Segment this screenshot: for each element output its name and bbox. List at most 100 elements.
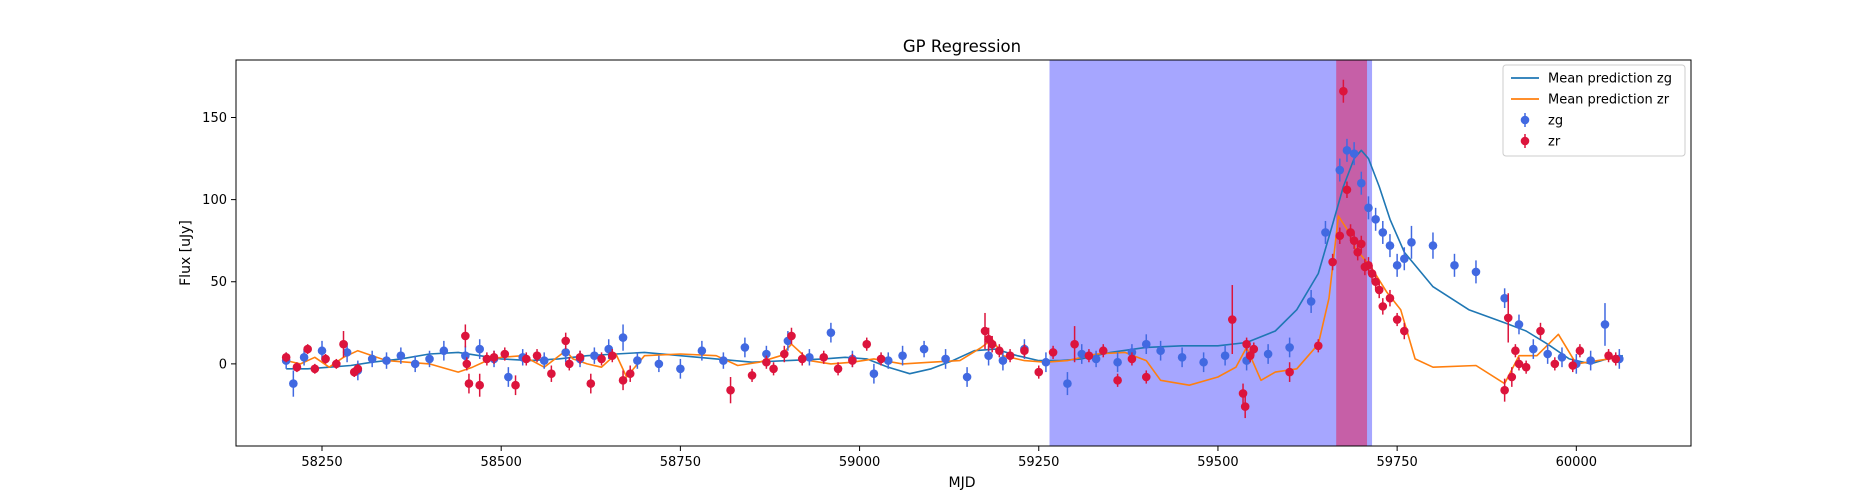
data-point xyxy=(281,353,291,362)
data-point xyxy=(726,385,735,395)
data-point xyxy=(299,353,309,362)
data-point xyxy=(797,354,807,364)
data-point xyxy=(1364,203,1373,213)
data-point xyxy=(1238,389,1248,398)
data-point xyxy=(1240,402,1250,411)
data-point xyxy=(1586,356,1595,365)
data-point xyxy=(410,359,420,369)
data-point xyxy=(547,369,556,379)
data-point xyxy=(1328,257,1337,267)
data-point xyxy=(1353,247,1363,257)
data-point xyxy=(1529,344,1538,354)
data-point xyxy=(1367,269,1377,278)
data-point xyxy=(475,380,484,390)
data-point xyxy=(439,346,449,356)
data-point xyxy=(618,333,628,342)
legend-marker-swatch xyxy=(1520,115,1530,125)
x-tick-label: 59250 xyxy=(1018,455,1059,470)
data-point xyxy=(898,351,907,360)
data-point xyxy=(1063,379,1072,388)
data-point xyxy=(1263,349,1273,359)
data-point xyxy=(321,354,330,364)
data-point xyxy=(461,331,470,341)
x-tick-label: 59500 xyxy=(1197,455,1238,470)
x-axis-label: MJD xyxy=(949,475,976,491)
data-point xyxy=(353,364,363,374)
x-tick-label: 59000 xyxy=(839,455,880,470)
data-point xyxy=(367,354,377,364)
x-tick-label: 60000 xyxy=(1556,455,1597,470)
data-point xyxy=(504,372,513,382)
data-point xyxy=(425,354,434,364)
data-point xyxy=(1471,267,1481,277)
data-point xyxy=(482,354,492,364)
data-point xyxy=(862,339,872,349)
data-point xyxy=(1070,339,1079,349)
data-point xyxy=(564,359,574,369)
data-point xyxy=(1557,353,1567,362)
data-point xyxy=(625,369,635,379)
data-point xyxy=(561,348,571,357)
data-point xyxy=(382,356,391,365)
y-axis-ticks: 0 50 100 150 xyxy=(202,111,236,372)
data-point xyxy=(697,346,707,356)
data-point xyxy=(289,379,298,388)
data-point xyxy=(1227,315,1237,324)
data-point xyxy=(489,353,499,362)
data-point xyxy=(676,364,685,374)
data-point xyxy=(1385,293,1395,303)
data-point xyxy=(1285,367,1294,377)
data-point xyxy=(1313,341,1323,351)
data-point xyxy=(1392,261,1402,270)
data-point xyxy=(464,379,474,388)
data-point xyxy=(987,339,997,349)
data-point xyxy=(1500,385,1509,395)
data-point xyxy=(1500,293,1509,303)
data-point xyxy=(1141,372,1151,382)
y-tick-label: 0 xyxy=(219,357,227,372)
data-point xyxy=(1374,285,1384,295)
data-point xyxy=(980,326,990,336)
data-point xyxy=(1511,346,1520,356)
data-point xyxy=(1127,354,1137,364)
data-point xyxy=(1503,313,1513,323)
data-point xyxy=(1514,359,1524,369)
data-point xyxy=(833,364,843,374)
data-point xyxy=(1575,346,1585,356)
data-point xyxy=(1321,228,1330,237)
data-point xyxy=(826,328,836,337)
data-point xyxy=(1342,185,1352,195)
data-point xyxy=(769,364,778,374)
data-point xyxy=(462,359,472,369)
data-point xyxy=(883,356,893,365)
data-point xyxy=(1536,326,1545,336)
data-point xyxy=(1356,239,1366,249)
data-point xyxy=(1349,149,1359,158)
legend-marker-swatch xyxy=(1520,136,1530,146)
data-point xyxy=(1400,326,1409,336)
data-point xyxy=(1335,231,1345,241)
data-point xyxy=(1339,86,1348,96)
data-point xyxy=(1392,315,1402,324)
data-point xyxy=(1611,354,1621,364)
data-point xyxy=(805,353,814,362)
data-point xyxy=(1521,362,1531,372)
data-point xyxy=(1242,339,1251,349)
legend-box xyxy=(1502,64,1686,157)
data-point xyxy=(1113,375,1122,385)
data-point xyxy=(719,356,728,365)
data-point xyxy=(876,354,886,364)
shaded-region-1 xyxy=(1336,60,1368,446)
data-point xyxy=(919,344,929,354)
data-point xyxy=(1600,320,1610,329)
legend-label: Mean prediction zg xyxy=(1548,72,1672,87)
data-point xyxy=(500,349,510,359)
data-point xyxy=(1364,261,1373,270)
data-point xyxy=(532,351,542,360)
legend-label: zg xyxy=(1548,114,1563,129)
data-point xyxy=(1407,238,1416,247)
data-point xyxy=(597,354,606,364)
data-point xyxy=(317,346,327,356)
data-point xyxy=(819,353,829,362)
data-point xyxy=(995,346,1004,356)
